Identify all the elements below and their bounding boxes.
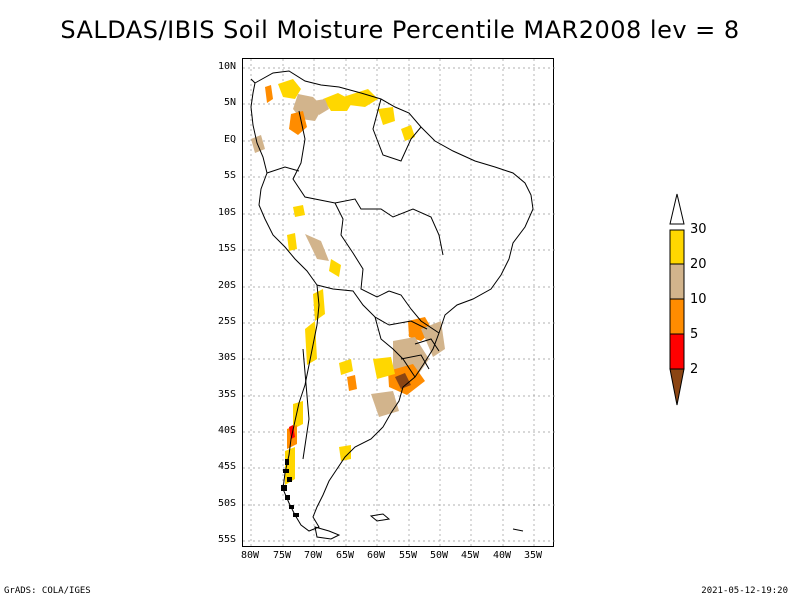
map-frame: [242, 58, 555, 548]
lat-label: 55S: [217, 534, 236, 545]
lat-label: 10S: [217, 207, 236, 218]
colorbar-swatch-2-5: [669, 333, 685, 370]
lat-label: 30S: [217, 352, 236, 363]
lon-label: 80W: [240, 550, 260, 561]
lon-label: 35W: [523, 550, 543, 561]
colorbar-label: 30: [690, 222, 707, 237]
percentile-patches: [251, 79, 445, 485]
south-america-map: [243, 59, 555, 548]
lat-label: 45S: [217, 461, 236, 472]
lon-label: 40W: [492, 550, 512, 561]
chile-archipelago: [281, 459, 299, 517]
lon-label: 45W: [460, 550, 480, 561]
lat-label: 5N: [223, 97, 236, 108]
lon-label: 75W: [272, 550, 292, 561]
footer-timestamp: 2021-05-12-19:20: [701, 586, 788, 596]
colorbar-swatch-5-10: [669, 298, 685, 335]
colorbar-swatch-20-30: [669, 229, 685, 265]
lat-label: 50S: [217, 498, 236, 509]
colorbar-swatch-above-30: [669, 193, 685, 225]
footer-credit: GrADS: COLA/IGES: [4, 586, 91, 596]
lat-label: 10N: [217, 61, 236, 72]
lat-label: EQ: [223, 134, 236, 145]
colorbar-swatch-below-2: [669, 368, 685, 406]
colorbar-label: 5: [690, 327, 699, 342]
lat-label: 25S: [217, 316, 236, 327]
colorbar: 30 20 10 5 2: [664, 192, 724, 408]
colorbar-label: 10: [690, 292, 707, 307]
lat-label: 35S: [217, 389, 236, 400]
coastline: [250, 70, 534, 532]
lon-label: 60W: [366, 550, 386, 561]
lon-label: 50W: [429, 550, 449, 561]
map-title: SALDAS/IBIS Soil Moisture Percentile MAR…: [60, 16, 740, 44]
lon-label: 65W: [335, 550, 355, 561]
lat-label: 15S: [217, 243, 236, 254]
colorbar-label: 2: [690, 362, 699, 377]
colorbar-label: 20: [690, 257, 707, 272]
lat-label: 5S: [223, 170, 236, 181]
lat-label: 20S: [217, 280, 236, 291]
lon-label: 55W: [398, 550, 418, 561]
islands: [314, 513, 524, 540]
colorbar-swatches: [669, 193, 685, 406]
colorbar-swatch-10-20: [669, 263, 685, 300]
lat-label: 40S: [217, 425, 236, 436]
lon-label: 70W: [303, 550, 323, 561]
